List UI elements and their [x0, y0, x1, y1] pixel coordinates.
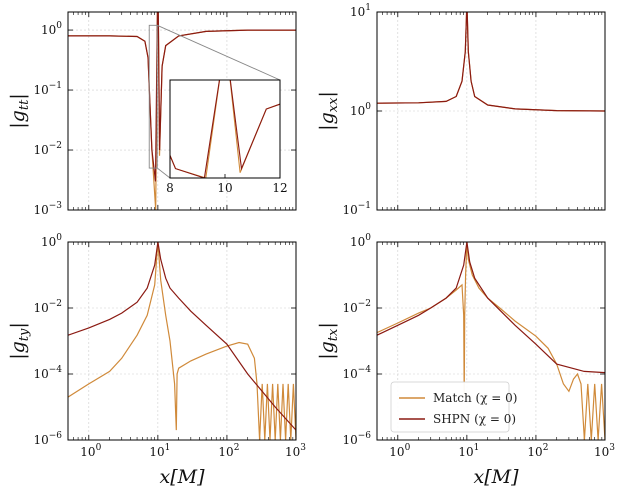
y-tick-label: 10−3 — [33, 201, 62, 217]
y-tick-label: 10−6 — [342, 431, 371, 447]
series-shpn-line — [377, 242, 605, 374]
y-tick-label: 100 — [41, 21, 62, 37]
inset-x-tick-label: 12 — [272, 181, 287, 195]
series-shpn-line — [68, 242, 296, 431]
inset-x-tick-label: 10 — [217, 181, 232, 195]
legend: Match (χ = 0) SHPN (χ = 0) — [390, 381, 517, 433]
y-tick-label: 100 — [350, 102, 371, 118]
panel-gxx: 10−1 100 101 |gxx| — [316, 3, 606, 217]
panel-gtx: 100 101 102 103 10−6 10−4 10−2 100 |gtx| Match (χ… — [316, 233, 615, 459]
x-tick-label: 100 — [80, 443, 101, 459]
plot-frame — [376, 11, 606, 211]
y-tick-label: 10−1 — [342, 201, 371, 217]
y-axis-title: |gty| — [7, 322, 32, 360]
series-shpn-line — [377, 12, 605, 112]
x-tick-label: 102 — [527, 443, 548, 459]
zoom-connector — [157, 24, 281, 81]
y-tick-label: 10−2 — [33, 299, 62, 315]
series-match-line — [377, 242, 605, 440]
inset-shpn-line — [170, 80, 280, 178]
inset-background — [170, 80, 280, 178]
legend-label-shpn: SHPN (χ = 0) — [433, 412, 516, 426]
x-tick-label: 101 — [458, 443, 479, 459]
y-tick-label: 10−4 — [33, 365, 62, 381]
x-axis-title-left: x[M] — [160, 466, 206, 488]
y-axis-title: |gtx| — [316, 322, 341, 360]
x-tick-label: 103 — [285, 443, 306, 459]
panel-gty: 100 101 102 103 10−6 10−4 10−2 100 |gty| — [7, 233, 306, 459]
y-tick-label: 101 — [350, 3, 371, 19]
series-match-line — [68, 242, 296, 440]
x-tick-label: 103 — [594, 443, 615, 459]
x-axis-titles: x[M] x[M] — [160, 466, 520, 488]
inset-gtt: 8 10 12 — [148, 24, 288, 195]
y-tick-label: 10−4 — [342, 365, 371, 381]
plot-frame — [67, 241, 297, 441]
inset-x-tick-label: 8 — [166, 181, 174, 195]
x-tick-label: 102 — [218, 443, 239, 459]
plot-frame — [376, 241, 606, 441]
legend-label-match: Match (χ = 0) — [433, 391, 517, 405]
y-axis-title: |gtt| — [7, 93, 32, 128]
series-shpn-line — [68, 12, 296, 182]
y-tick-label: 100 — [41, 233, 62, 249]
y-tick-label: 10−2 — [342, 299, 371, 315]
x-axis-title-right: x[M] — [474, 466, 520, 488]
x-tick-label: 100 — [389, 443, 410, 459]
y-tick-label: 10−6 — [33, 431, 62, 447]
zoom-box — [148, 24, 158, 169]
x-tick-label: 101 — [149, 443, 170, 459]
y-tick-label: 10−1 — [33, 81, 62, 97]
y-axis-title: |gxx| — [316, 91, 341, 131]
plot-frame — [67, 11, 297, 211]
y-tick-label: 100 — [350, 233, 371, 249]
y-tick-label: 10−2 — [33, 141, 62, 157]
series-match-line — [377, 12, 605, 112]
zoom-connector — [156, 167, 171, 179]
